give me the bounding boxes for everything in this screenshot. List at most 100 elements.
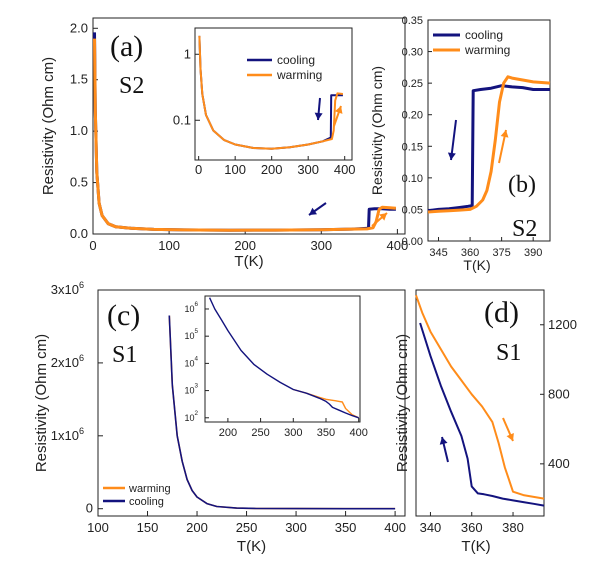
panel-a-inset-legend-label: cooling (277, 53, 315, 67)
panel-a-y-tick-label: 0.0 (70, 226, 88, 241)
panel-a-inset-x-tick-label: 100 (224, 162, 246, 177)
panel-b-y-tick-label: 0.35 (402, 15, 423, 27)
panel-b-y-tick-label: 0.05 (402, 204, 423, 216)
panel-c-y-tick-label: 2x106 (51, 353, 84, 370)
panel-c-legend-label: cooling (129, 496, 164, 508)
series-warming-line (427, 75, 551, 214)
panel-b-x-tick-label: 390 (524, 247, 542, 259)
panel-a-label: (a) (110, 30, 143, 63)
panel-c-inset-y-tick-label-exponent: 6 (194, 301, 198, 308)
panel-b-cooling-arrow-head (447, 152, 456, 160)
series-warming-line (93, 38, 397, 232)
panel-c-y-tick-label-exponent: 6 (79, 280, 84, 290)
panel-c-inset-x-tick-label: 200 (219, 427, 237, 439)
series-cooling-line (419, 322, 545, 507)
panel-a-x-tick-label: 100 (158, 238, 180, 253)
panel-c-inset-y-tick-label: 104 (184, 355, 198, 368)
panel-a-inset-x-tick-label: 0 (195, 162, 202, 177)
panel-d-plot-frame (415, 289, 545, 517)
panel-b-y-axis-title: Resistivity (Ohm cm) (369, 66, 385, 195)
panel-a-inset-warming-arrow-head (334, 106, 343, 114)
panel-a-inset-x-tick-label: 400 (334, 162, 356, 177)
panel-c-inset-y-tick-label-base: 10 (184, 331, 194, 341)
panel-c-inset-y-tick-label-base: 10 (184, 304, 194, 314)
panel-a-inset-y-tick-label: 1 (184, 46, 191, 61)
panel-a-y-tick-label: 1.5 (70, 72, 88, 87)
panel-b-legend-label: warming (464, 43, 510, 57)
panel-d-y-axis-title: Resistivity (Ohm cm) (394, 334, 411, 472)
panel-d-sample-label: S1 (496, 340, 521, 366)
panel-b-y-tick-label: 0.00 (402, 236, 423, 248)
panel-c-inset-frame (204, 295, 361, 423)
panel-d-x-tick-label: 360 (461, 520, 483, 535)
panel-d-x-tick-label: 380 (502, 520, 524, 535)
panel-b-x-tick-label: 345 (429, 247, 447, 259)
panel-c-inset-x-tick-label: 400 (350, 427, 368, 439)
panel-d-cooling-arrow-head (439, 437, 448, 445)
panel-c-x-tick-label: 300 (285, 520, 307, 535)
panel-d-x-axis-title: T(K) (461, 538, 490, 555)
panel-d-x-tick-label: 340 (420, 520, 442, 535)
panel-c-inset-x-tick-label: 300 (284, 427, 302, 439)
panel-a-inset-x-tick-label: 300 (297, 162, 319, 177)
panel-c-inset-y-tick-label-exponent: 2 (194, 410, 198, 417)
panel-c-y-tick-label-base: 2x10 (51, 355, 79, 370)
panel-a-sample-label: S2 (119, 73, 144, 99)
panel-c-inset-y-tick-label: 106 (184, 301, 198, 314)
panel-a-inset-legend-label: warming (276, 68, 322, 82)
panel-c-y-tick-label-base: 1x10 (51, 428, 79, 443)
panel-b-label: (b) (508, 172, 536, 198)
panel-b-sample-label: S2 (512, 216, 537, 242)
panel-c-inset-y-tick-label-exponent: 5 (194, 328, 198, 335)
panel-c-label: (c) (107, 299, 140, 332)
panel-c-inset-y-tick-label: 105 (184, 328, 198, 341)
panel-c-y-tick-label: 0 (86, 501, 93, 516)
panel-a-cooling-arrow-head (309, 207, 318, 215)
panel-a-y-tick-label: 2.0 (70, 20, 88, 35)
panel-b-x-tick-label: 375 (492, 247, 510, 259)
panel-c-inset-y-tick-label-base: 10 (184, 413, 194, 423)
panel-c-x-tick-label: 250 (236, 520, 258, 535)
series-warming-line (415, 294, 545, 500)
panel-c-y-tick-label: 3x106 (51, 280, 84, 297)
panel-a-x-axis-title: T(K) (234, 253, 263, 270)
panel-b-y-tick-label: 0.30 (402, 47, 423, 59)
panel-b-x-axis-title: T(K) (463, 257, 490, 273)
panel-c-inset-x-tick-label: 250 (251, 427, 269, 439)
series-cooling-line (208, 297, 359, 419)
panel-c-inset-y-tick-label-base: 10 (184, 386, 194, 396)
panel-b-legend-label: cooling (465, 28, 503, 42)
panel-b-plot-frame (427, 19, 551, 242)
panel-c-inset-y-tick-label-exponent: 4 (194, 355, 198, 362)
panel-d-y-tick-label: 400 (548, 456, 570, 471)
panel-d-label: (d) (484, 296, 519, 329)
panel-a-x-tick-label: 200 (234, 238, 256, 253)
panel-a-y-tick-label: 0.5 (70, 175, 88, 190)
panel-a-inset-cooling-arrow-head (314, 112, 323, 120)
panel-b-warming-arrow-head (500, 130, 509, 138)
panel-c-plot-frame (97, 289, 406, 517)
series-warming-line (198, 35, 344, 150)
panel-c-inset-y-tick-label-exponent: 3 (194, 383, 198, 390)
panel-b-y-tick-label: 0.15 (402, 141, 423, 153)
panel-b-x-tick-label: 360 (461, 247, 479, 259)
series-cooling-line (168, 315, 396, 510)
panel-a-x-tick-label: 0 (89, 238, 96, 253)
panel-c-x-tick-label: 150 (137, 520, 159, 535)
panel-a-y-axis-title: Resistivity (Ohm cm) (40, 57, 57, 195)
panel-c-x-axis-title: T(K) (237, 538, 266, 555)
panel-c-y-tick-label-base: 3x10 (51, 282, 79, 297)
series-cooling-line (427, 84, 550, 213)
panel-c-y-tick-label-exponent: 6 (79, 426, 84, 436)
panel-c-x-tick-label: 100 (87, 520, 109, 535)
panel-c-y-tick-label-exponent: 6 (79, 353, 84, 363)
panel-c-x-tick-label: 200 (186, 520, 208, 535)
panel-d-y-tick-label: 1200 (548, 317, 577, 332)
panel-d-y-tick-label: 800 (548, 386, 570, 401)
panel-a-y-tick-label: 1.0 (70, 123, 88, 138)
panel-c-legend-label: warming (128, 483, 171, 495)
panel-a-inset-y-tick-label: 0.1 (173, 112, 191, 127)
panel-c-inset-y-tick-label-base: 10 (184, 358, 194, 368)
panel-c-y-tick-label: 1x106 (51, 426, 84, 443)
